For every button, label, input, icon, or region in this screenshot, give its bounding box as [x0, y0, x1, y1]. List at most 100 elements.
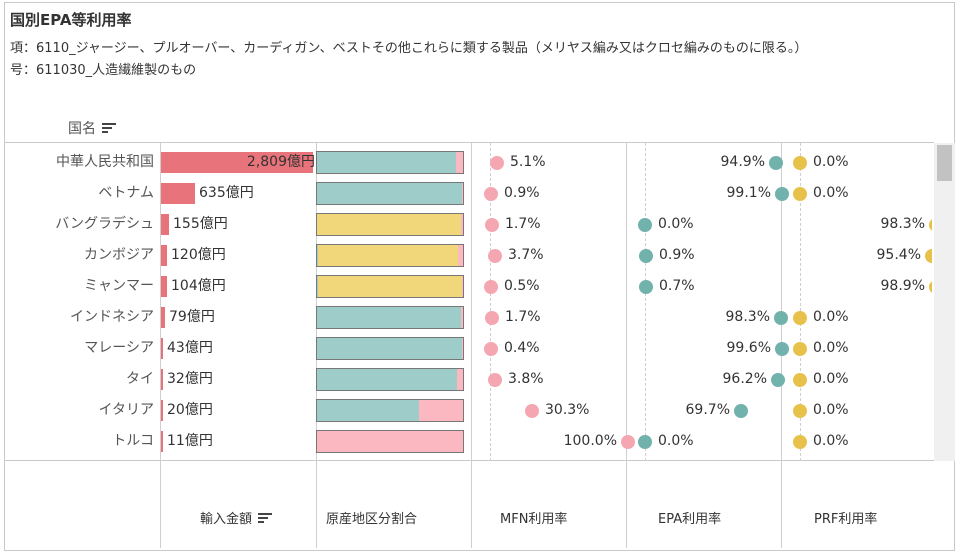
subtitle-block: 項：6110_ジャージー、プルオーバー、カーディガン、ベストその他これらに類する…: [10, 38, 950, 96]
share-segment-mfn: [460, 214, 463, 235]
mfn-rate-label: 100.0%: [563, 433, 617, 449]
mfn-rate-label: 0.5%: [504, 278, 540, 294]
mfn-rate-label: 1.7%: [505, 216, 541, 232]
origin-share-bar: [316, 368, 464, 391]
epa-rate-label: 99.1%: [726, 185, 771, 201]
country-label: バングラデシュ: [55, 216, 154, 232]
epa-rate-label: 96.2%: [722, 371, 767, 387]
prf-header-label: PRF利用率: [814, 512, 878, 527]
epa-rate-dot: [639, 248, 653, 263]
mfn-rate-label: 1.7%: [505, 309, 541, 325]
origin-share-bar: [316, 244, 464, 267]
amount-value: 11億円: [167, 433, 213, 449]
share-header-label: 原産地区分割合: [326, 512, 418, 527]
mfn-rate-dot: [484, 341, 498, 356]
prf-rate-label: 98.9%: [880, 278, 925, 294]
amount-bar: [161, 245, 167, 266]
data-table: 中華人民共和国 2,809億円 5.1% 94.9% 0.0% ベトナム 635億円 0.9%…: [4, 143, 932, 461]
share-segment-mfn: [462, 338, 463, 359]
mfn-rate-label: 30.3%: [545, 402, 590, 418]
prf-rate-label: 0.0%: [813, 402, 849, 418]
country-label: ベトナム: [98, 185, 154, 201]
epa-rate-label: 0.9%: [659, 247, 695, 263]
prf-rate-label: 0.0%: [813, 371, 849, 387]
share-segment-mfn: [317, 431, 463, 452]
amount-bar: [161, 152, 313, 173]
share-segment-epa: [317, 245, 319, 266]
table-bottom-border: [4, 460, 934, 461]
prf-rate-dot: [793, 403, 807, 418]
prf-rate-label: 98.3%: [880, 216, 925, 232]
amount-value: 104億円: [171, 278, 226, 294]
mfn-rate-dot: [485, 217, 499, 232]
share-segment-mfn: [460, 307, 463, 328]
share-segment-mfn: [455, 152, 463, 173]
prf-rate-label: 0.0%: [813, 433, 849, 449]
share-segment-epa: [317, 152, 456, 173]
epa-rate-dot: [775, 341, 789, 356]
country-label: インドネシア: [70, 309, 154, 325]
epa-rate-label: 98.3%: [725, 309, 770, 325]
mfn-rate-dot: [484, 186, 498, 201]
epa-rate-label: 0.0%: [658, 433, 694, 449]
mfn-header-label: MFN利用率: [500, 512, 568, 527]
prf-rate-dot: [793, 372, 807, 387]
amount-column-header[interactable]: 輸入金額: [200, 508, 273, 527]
origin-share-bar: [316, 399, 464, 422]
share-segment-mfn: [462, 276, 463, 297]
origin-share-bar: [316, 275, 464, 298]
column-divider-5: [781, 143, 782, 461]
vertical-scrollbar[interactable]: [934, 143, 955, 461]
footer-divider-2: [316, 460, 317, 548]
mfn-rate-dot: [485, 310, 499, 325]
prf-rate-dot: [925, 248, 932, 263]
amount-value: 79億円: [169, 309, 215, 325]
prf-rate-dot: [793, 341, 807, 356]
sort-icon[interactable]: [102, 122, 116, 134]
share-segment-epa: [317, 307, 461, 328]
amount-bar: [161, 183, 195, 204]
epa-rate-label: 94.9%: [720, 154, 765, 170]
prf-rate-dot: [793, 310, 807, 325]
amount-bar: [161, 276, 167, 297]
country-label: カンボジア: [84, 247, 154, 263]
amount-value: 20億円: [167, 402, 213, 418]
prf-rate-dot: [793, 434, 807, 449]
country-label: ミャンマー: [84, 278, 154, 294]
row-header[interactable]: 国名: [68, 118, 116, 138]
amount-sort-icon[interactable]: [258, 512, 273, 524]
share-segment-prf: [318, 245, 458, 266]
prf-rate-label: 0.0%: [813, 340, 849, 356]
amount-value: 120億円: [171, 247, 226, 263]
amount-value: 2,809億円: [246, 154, 315, 170]
mfn-rate-label: 5.1%: [510, 154, 546, 170]
footer-divider-5: [781, 460, 782, 548]
mfn-rate-dot: [525, 403, 539, 418]
epa-header-label: EPA利用率: [658, 512, 722, 527]
subtitle-sub: 号：611030_人造繊維製のもの: [10, 63, 197, 78]
epa-rate-dot: [638, 217, 652, 232]
footer-divider-4: [626, 460, 627, 548]
row-header-label: 国名: [68, 121, 96, 137]
prf-rate-label: 0.0%: [813, 154, 849, 170]
epa-column-header: EPA利用率: [658, 508, 721, 527]
footer-divider-3: [471, 460, 472, 548]
country-label: マレーシア: [84, 340, 154, 356]
prf-rate-label: 0.0%: [813, 185, 849, 201]
epa-rate-dot: [771, 372, 785, 387]
header: 国別EPA等利用率 項：6110_ジャージー、プルオーバー、カーディガン、ベスト…: [10, 8, 950, 96]
share-segment-epa: [317, 183, 462, 204]
prf-rate-dot: [929, 217, 932, 232]
table-top-border: [4, 142, 934, 143]
country-label: 中華人民共和国: [56, 154, 154, 170]
amount-value: 155億円: [173, 216, 228, 232]
amount-bar: [161, 338, 163, 359]
scroll-thumb[interactable]: [937, 145, 952, 181]
epa-rate-label: 69.7%: [685, 402, 730, 418]
prf-rate-dot: [929, 279, 932, 294]
mfn-rate-label: 3.7%: [508, 247, 544, 263]
chart-title: 国別EPA等利用率: [10, 11, 132, 29]
epa-rate-label: 0.7%: [659, 278, 695, 294]
prf-rate-dot: [793, 186, 807, 201]
prf-rate-label: 0.0%: [813, 309, 849, 325]
